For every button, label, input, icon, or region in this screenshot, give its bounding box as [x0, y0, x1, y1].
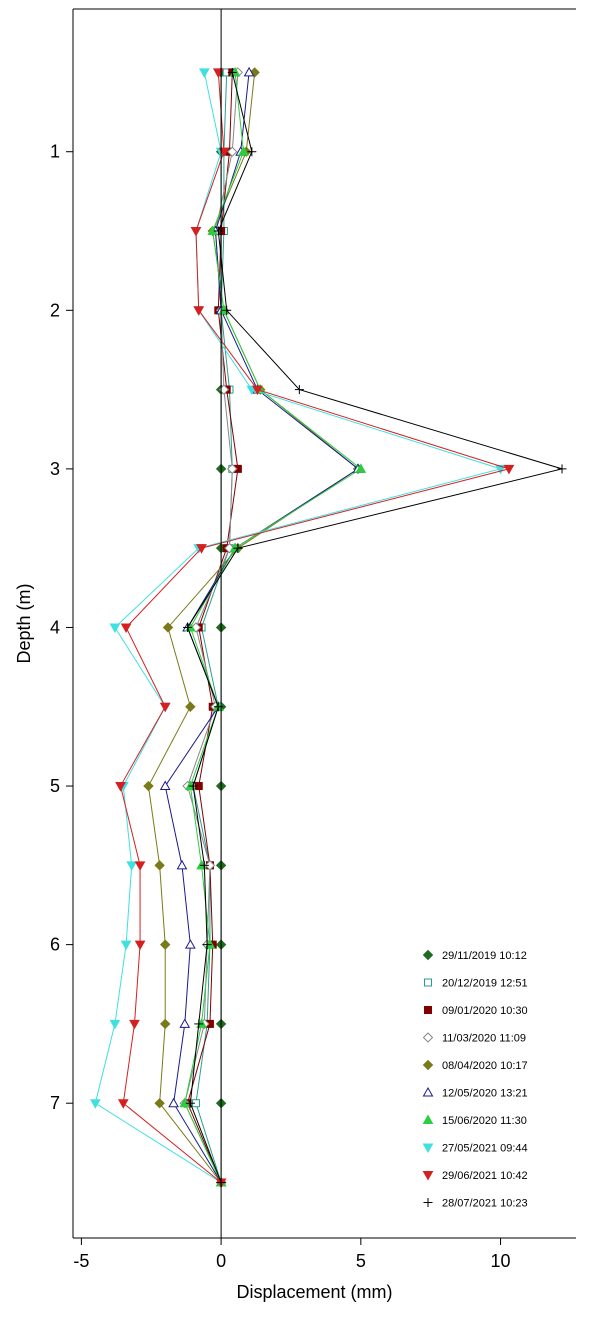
legend-item: 20/12/2019 12:51 [424, 978, 528, 990]
data-point [202, 940, 212, 950]
data-point [243, 66, 255, 77]
legend-label: 11/03/2020 11:09 [442, 1033, 526, 1045]
data-point [252, 385, 263, 396]
data-point [154, 860, 165, 871]
y-tick-label: 3 [50, 459, 60, 479]
axes: -5 0 5 10 1 2 3 4 5 6 7 [50, 8, 576, 1271]
legend-marker [424, 1006, 432, 1014]
data-point [117, 1099, 129, 1109]
legend-marker [422, 1059, 434, 1071]
data-point [227, 463, 238, 475]
data-point [503, 464, 515, 475]
data-point [188, 781, 198, 791]
data-point [134, 861, 146, 871]
data-point [129, 1019, 140, 1030]
data-point [212, 68, 224, 78]
y-tick-label: 7 [50, 1093, 60, 1113]
data-point [179, 1018, 191, 1028]
x-tick-label: 10 [491, 1251, 511, 1271]
data-point [190, 227, 202, 237]
legend-label: 15/06/2020 11:30 [442, 1115, 527, 1127]
legend-item: 09/01/2020 10:30 [424, 1005, 528, 1017]
y-tick-label: 6 [50, 935, 60, 955]
series-9 [115, 68, 515, 1189]
data-point [90, 1099, 101, 1109]
legend-item: 08/04/2020 10:17 [422, 1059, 528, 1072]
data-point [355, 463, 367, 473]
legend-marker [422, 1032, 434, 1043]
data-point [218, 147, 230, 158]
data-point [294, 385, 304, 395]
legend-label: 28/07/2021 10:23 [442, 1198, 528, 1210]
legend-item: 27/05/2021 09:44 [422, 1143, 528, 1155]
data-point [198, 68, 210, 78]
data-point [120, 940, 132, 951]
data-point [247, 147, 257, 157]
x-tick-label: -5 [73, 1251, 89, 1271]
x-axis-title: Displacement (mm) [236, 1282, 392, 1302]
data-point [238, 146, 249, 156]
data-point [160, 1018, 171, 1030]
data-point [183, 622, 193, 632]
data-point [120, 623, 132, 633]
data-point [193, 306, 205, 316]
data-point [204, 860, 216, 871]
data-point [109, 623, 121, 633]
y-tick-label: 5 [50, 776, 60, 796]
data-point [159, 780, 171, 791]
y-axis-title: Depth (m) [14, 583, 34, 663]
legend-item: 15/06/2020 11:30 [422, 1114, 527, 1127]
legend-label: 09/01/2020 10:30 [442, 1005, 528, 1017]
data-point [162, 622, 174, 633]
y-tick-label: 1 [50, 142, 60, 162]
data-point [185, 939, 196, 949]
x-tick-label: 5 [356, 1251, 366, 1271]
data-point [159, 702, 171, 713]
legend-marker [422, 1114, 434, 1124]
data-point [134, 940, 146, 951]
legend-marker [423, 1198, 433, 1207]
data-point [143, 780, 154, 792]
legend: 29/11/2019 10:12 20/12/2019 12:51 09/01/20… [422, 949, 528, 1210]
data-point [176, 859, 188, 870]
data-point [109, 1019, 121, 1030]
data-point [199, 860, 209, 870]
data-point [196, 544, 207, 554]
legend-label: 12/05/2020 13:21 [442, 1088, 528, 1100]
legend-label: 20/12/2019 12:51 [442, 978, 528, 990]
data-point [115, 782, 126, 792]
data-point [233, 543, 243, 553]
legend-item: 11/03/2020 11:09 [422, 1032, 526, 1045]
legend-item: 12/05/2020 13:21 [422, 1086, 528, 1100]
data-point [168, 1097, 179, 1108]
legend-label: 08/04/2020 10:17 [442, 1060, 528, 1072]
legend-label: 29/06/2021 10:42 [442, 1170, 528, 1182]
data-point [154, 1097, 165, 1109]
data-point [557, 464, 567, 474]
y-tick-label: 4 [50, 617, 60, 637]
y-tick-label: 2 [50, 300, 60, 320]
data-point [227, 67, 237, 77]
data-point [160, 939, 171, 950]
data-point [185, 1098, 195, 1108]
data-point [227, 146, 238, 157]
legend-marker [422, 1086, 434, 1097]
legend-marker [422, 1143, 434, 1154]
data-point [185, 701, 196, 712]
legend-label: 29/11/2019 10:12 [442, 950, 527, 962]
legend-item: 28/07/2021 10:23 [423, 1198, 528, 1210]
x-tick-label: 0 [216, 1251, 226, 1271]
legend-item: 29/06/2021 10:42 [422, 1170, 528, 1182]
legend-label: 27/05/2021 09:44 [442, 1143, 528, 1155]
data-point [194, 1019, 204, 1029]
legend-item: 29/11/2019 10:12 [422, 949, 527, 962]
data-point [222, 305, 232, 315]
legend-marker [422, 1171, 434, 1181]
legend-marker [424, 978, 432, 987]
data-point [126, 861, 138, 871]
legend-marker [422, 949, 434, 961]
